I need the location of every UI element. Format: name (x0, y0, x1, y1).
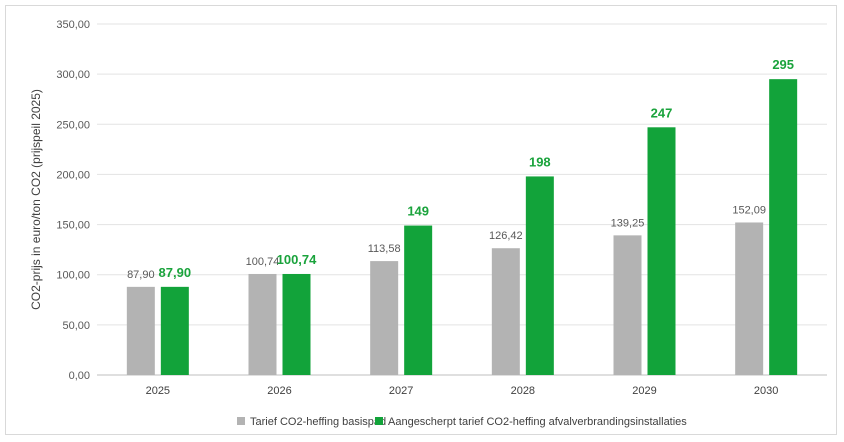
legend: Tarief CO2-heffing basispad Aangescherpt … (237, 416, 687, 428)
x-tick-label: 2029 (632, 385, 656, 397)
bar-aangescherpt (769, 79, 798, 376)
x-tick-label: 2028 (511, 385, 535, 397)
x-tick-label: 2026 (267, 385, 291, 397)
legend-swatch (237, 417, 245, 425)
bar-aangescherpt (160, 286, 189, 375)
bar-aangescherpt (282, 273, 311, 375)
data-label-aangescherpt: 198 (529, 154, 551, 169)
y-tick-label: 350,00 (56, 19, 90, 31)
data-label-aangescherpt: 87,90 (159, 265, 192, 280)
bar-basispad (248, 273, 277, 375)
data-label-basispad: 139,25 (611, 217, 645, 229)
x-tick-label: 2030 (754, 385, 778, 397)
y-tick-label: 100,00 (56, 270, 90, 282)
y-tick-label: 150,00 (56, 220, 90, 232)
data-label-basispad: 152,09 (732, 204, 766, 216)
legend-label: Aangescherpt tarief CO2-heffing afvalver… (388, 416, 687, 428)
legend-swatch (375, 417, 383, 425)
data-label-aangescherpt: 100,74 (277, 252, 318, 267)
y-axis-label: CO2-prijs in euro/ton CO2 (prijspeil 202… (29, 89, 43, 310)
data-label-aangescherpt: 295 (772, 57, 794, 72)
bar-basispad (370, 261, 399, 375)
bar-aangescherpt (404, 225, 433, 375)
bar-basispad (735, 222, 764, 375)
data-label-basispad: 87,90 (127, 269, 155, 281)
legend-label: Tarief CO2-heffing basispad (250, 416, 386, 428)
data-label-aangescherpt: 149 (407, 204, 429, 219)
bar-aangescherpt (525, 176, 554, 375)
data-label-aangescherpt: 247 (651, 105, 673, 120)
bar-basispad (126, 286, 155, 375)
x-axis-labels: 2025 2026 2027 2028 2029 2030 (146, 385, 779, 397)
x-tick-label: 2027 (389, 385, 413, 397)
data-label-basispad: 113,58 (368, 243, 401, 255)
bar-basispad (613, 235, 642, 375)
data-label-basispad: 100,74 (246, 256, 280, 268)
y-axis-ticks: 0,00 50,00 100,00 150,00 200,00 250,00 300,00 3… (56, 19, 90, 382)
bar-basispad (491, 248, 520, 375)
y-tick-label: 50,00 (62, 320, 90, 332)
bar-aangescherpt (647, 127, 676, 376)
gridlines (97, 23, 827, 376)
data-label-basispad: 126,42 (489, 230, 523, 242)
y-tick-label: 0,00 (69, 370, 90, 382)
y-tick-label: 250,00 (56, 119, 90, 131)
x-tick-label: 2025 (146, 385, 170, 397)
y-tick-label: 200,00 (56, 169, 90, 181)
y-tick-label: 300,00 (56, 69, 90, 81)
